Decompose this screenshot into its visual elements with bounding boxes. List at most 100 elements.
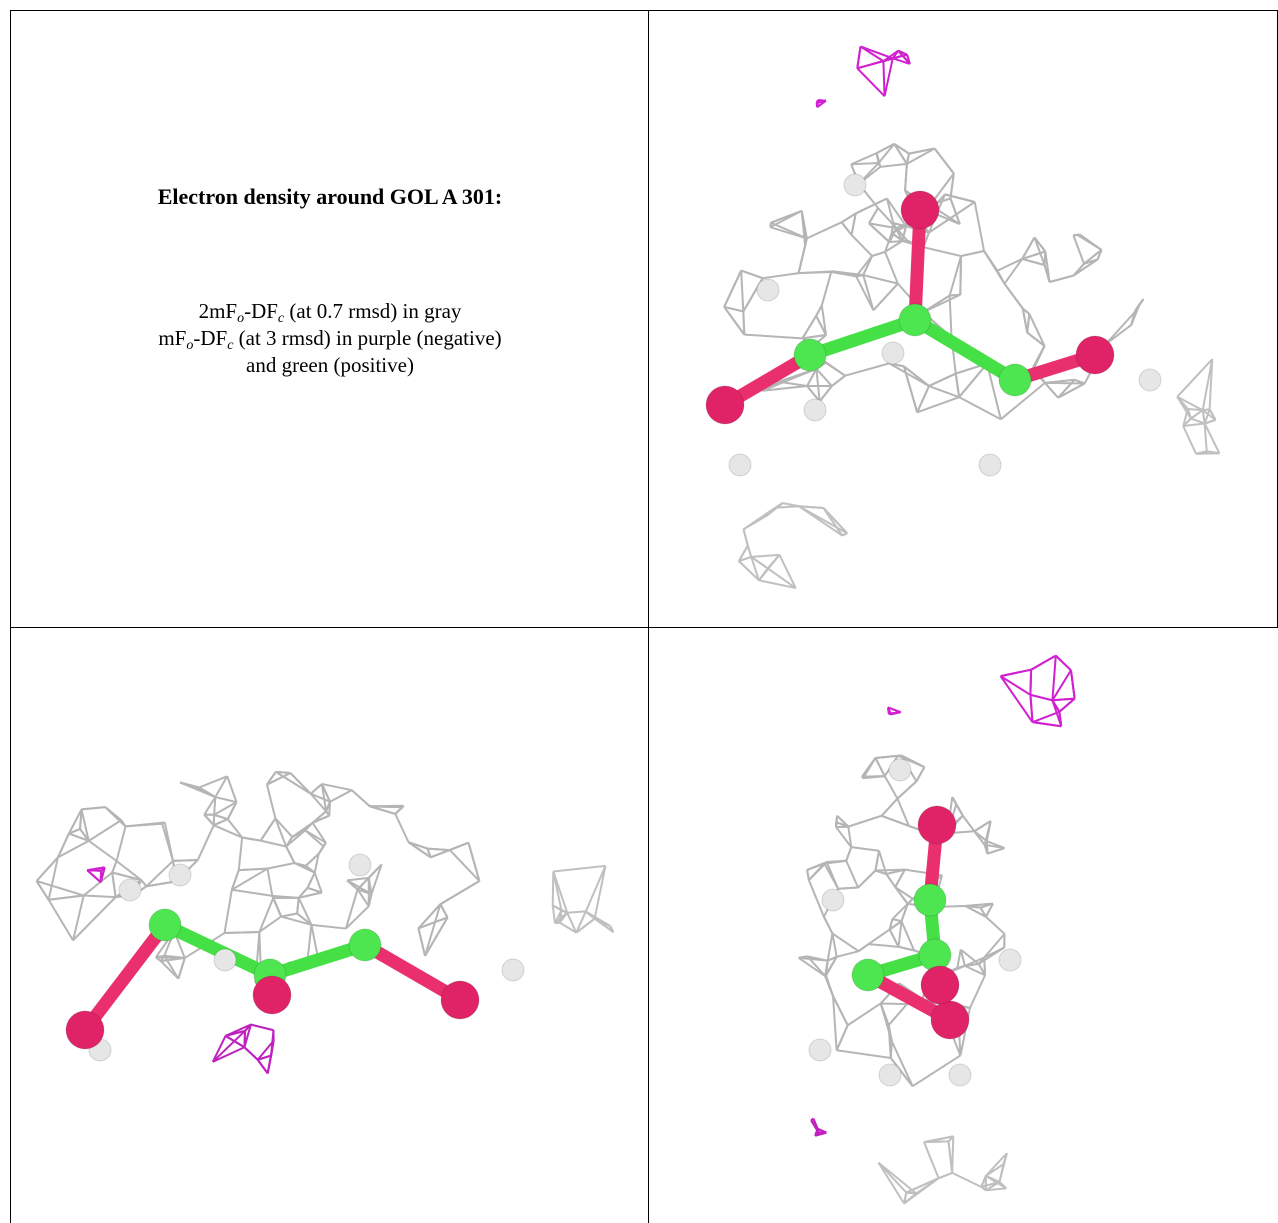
mesh-edge [1001,676,1033,722]
mesh-edge [1045,252,1046,265]
mesh-edge [975,202,984,251]
mesh-edge [873,284,897,311]
mesh-edge [824,508,848,533]
density-mesh [724,194,1143,419]
mesh-edge [970,975,985,1008]
mesh-edge [987,848,1004,854]
mesh-edge [879,1163,917,1194]
mesh-edge [162,822,165,823]
mesh-edge [763,273,799,278]
density-mesh [553,866,614,933]
mesh-edge [924,1142,939,1178]
mesh-edge [425,917,447,955]
mesh-edge [1050,276,1074,282]
mesh-edge [1058,383,1085,397]
atom [502,959,524,981]
atom [882,342,904,364]
mesh-edge [286,846,294,863]
mesh-edge [261,841,287,847]
description-line: 2mFo-DFc (at 0.7 rmsd) in gray [12,298,648,325]
atom [706,386,744,424]
mesh-edge [824,917,832,934]
mesh-edge [84,872,113,895]
mesh-edge [997,271,1004,284]
atom [441,981,479,1019]
density-mesh [87,867,104,882]
mesh-edge [831,271,833,272]
mesh-edge [845,363,889,375]
mesh-edge [89,820,121,841]
mesh-edge [963,816,974,832]
mesh-edge [842,222,852,235]
mesh-edge [952,1173,981,1187]
mesh-edge [1001,670,1032,676]
mesh-edge [586,866,606,912]
mesh-edge [1033,722,1062,726]
mesh-edge [1031,656,1056,670]
atom [899,304,931,336]
atom [66,1011,104,1049]
mesh-edge [49,896,84,900]
atom [757,279,779,301]
mesh-edge [567,911,586,912]
mesh-edge [1183,426,1196,454]
mesh-edge [882,799,898,816]
mesh-edge [935,149,954,174]
atom [914,884,946,916]
mesh-edge [215,797,236,802]
mesh-edge [949,1141,953,1173]
mesh-edge [232,890,272,896]
mesh-edge [251,1025,274,1031]
atom [809,1039,831,1061]
mesh-edge [258,1060,268,1074]
mesh-edge [820,386,832,401]
mesh-edge [901,921,914,950]
mesh-edge [879,1163,905,1204]
mesh-edge [984,251,997,271]
mesh-edge [862,776,885,777]
mesh-edge [440,881,479,904]
mesh-edge [82,807,106,809]
mesh-edge [905,164,907,190]
mesh-edge [857,47,860,69]
mesh-edge [822,272,831,306]
density-mesh [811,1119,826,1136]
mesh-edge [117,826,126,861]
mesh-edge [1073,235,1084,263]
mesh-edge [213,1047,245,1062]
mesh-edge [744,335,802,339]
mesh-edge [852,235,873,256]
mesh-edge [1203,409,1210,410]
mesh-edge [1033,712,1060,722]
mesh-edge [1030,695,1052,700]
mesh-edge [595,866,606,919]
mesh-edge [869,929,890,944]
mesh-edge [1004,284,1022,309]
mesh-edge [950,296,952,338]
mesh-edge [311,925,345,929]
mesh-edge [770,227,806,238]
mesh-edge [886,874,895,887]
mesh-edge [986,917,1005,934]
caption-cell: Electron density around GOL A 301: 2mFo-… [12,12,648,626]
page: Electron density around GOL A 301: 2mFo-… [0,0,1278,1223]
mesh-edge [832,376,845,386]
atom [729,454,751,476]
mesh-edge [744,529,748,545]
mesh-edge [869,208,878,223]
mesh-edge [832,933,858,951]
mesh-edge [1052,656,1055,701]
mesh-edge [395,814,408,842]
mesh-edge [899,921,902,947]
bond [85,925,165,1030]
mesh-edge [724,271,741,307]
description-line: mFo-DFc (at 3 rmsd) in purple (negative) [12,325,648,352]
mesh-edge [885,58,893,96]
density-mesh [739,503,847,588]
atom [253,976,291,1014]
mesh-edge [929,374,956,386]
atom [949,1064,971,1086]
mesh-edge [846,861,858,888]
text-run: mF [158,326,186,350]
mesh-edge [297,898,298,914]
